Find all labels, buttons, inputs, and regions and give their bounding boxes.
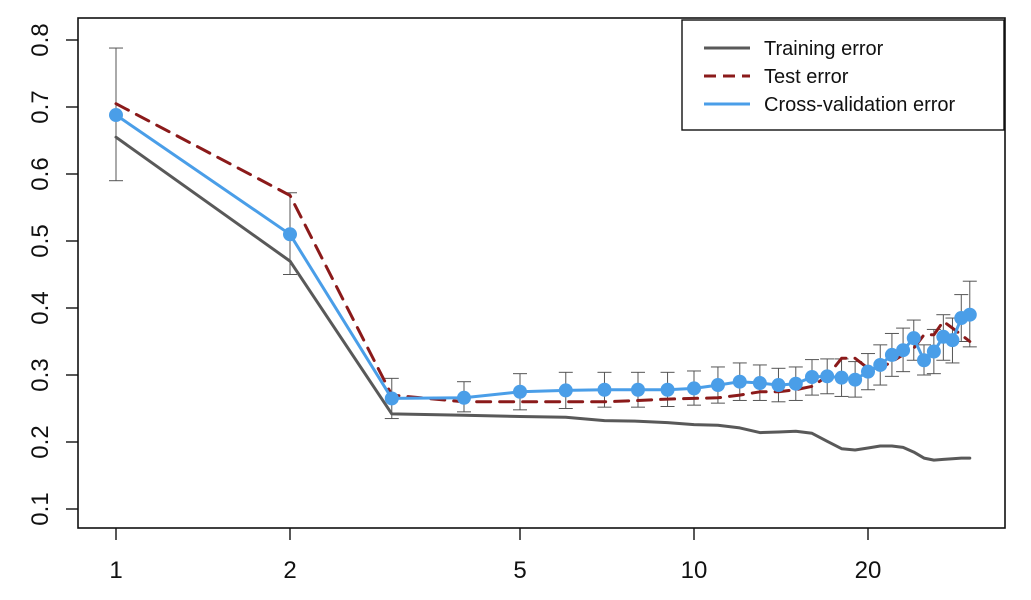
data-point — [962, 307, 977, 322]
data-point — [630, 382, 645, 397]
series-layer — [109, 47, 977, 462]
data-point — [558, 383, 573, 398]
legend: Training error Test error Cross-validation… — [681, 19, 1005, 131]
y-tick-label: 0.3 — [27, 358, 54, 391]
y-tick-label: 0.6 — [27, 157, 54, 190]
data-point — [513, 384, 528, 399]
data-point — [906, 331, 921, 346]
data-point — [848, 372, 863, 387]
data-point — [926, 344, 941, 359]
legend-label: Cross-validation error — [764, 94, 956, 116]
data-point — [884, 347, 899, 362]
legend-label: Test error — [764, 66, 849, 88]
data-point — [945, 333, 960, 348]
data-point — [788, 376, 803, 391]
data-point — [820, 369, 835, 384]
y-tick-label: 0.4 — [27, 291, 54, 324]
x-tick-label: 5 — [513, 557, 526, 584]
data-point — [282, 227, 297, 242]
y-tick-label: 0.8 — [27, 23, 54, 56]
data-point — [896, 343, 911, 358]
x-tick-label: 2 — [283, 557, 296, 584]
data-point — [861, 364, 875, 379]
y-tick-label: 0.7 — [27, 90, 54, 123]
y-tick-label: 0.2 — [27, 425, 54, 458]
x-tick-label: 1 — [109, 557, 122, 584]
data-point — [456, 390, 471, 405]
axes: 1 2 5 10 20 0.1 0.2 0.3 0.4 0.5 0.6 0.7 0.8 — [27, 23, 881, 584]
y-tick-label: 0.5 — [27, 224, 54, 257]
data-point — [732, 374, 747, 389]
x-tick-label: 10 — [681, 557, 708, 584]
legend-box — [681, 19, 1005, 131]
y-tick-label: 0.1 — [27, 492, 54, 525]
data-point — [917, 353, 932, 368]
data-point — [834, 370, 849, 385]
data-point — [752, 376, 767, 391]
data-point — [687, 381, 702, 396]
x-tick-label: 20 — [855, 557, 882, 584]
data-point — [873, 357, 888, 372]
data-point — [804, 370, 819, 385]
data-point — [597, 382, 612, 397]
legend-label: Training error — [764, 38, 884, 60]
data-point — [660, 382, 675, 397]
data-point — [771, 378, 786, 393]
data-point — [384, 391, 399, 406]
series-line-2 — [114, 102, 972, 404]
data-point — [109, 108, 123, 123]
series-line-3 — [114, 113, 972, 400]
series-line-1 — [114, 135, 972, 462]
data-point — [710, 378, 725, 393]
plot-frame — [77, 17, 1006, 529]
